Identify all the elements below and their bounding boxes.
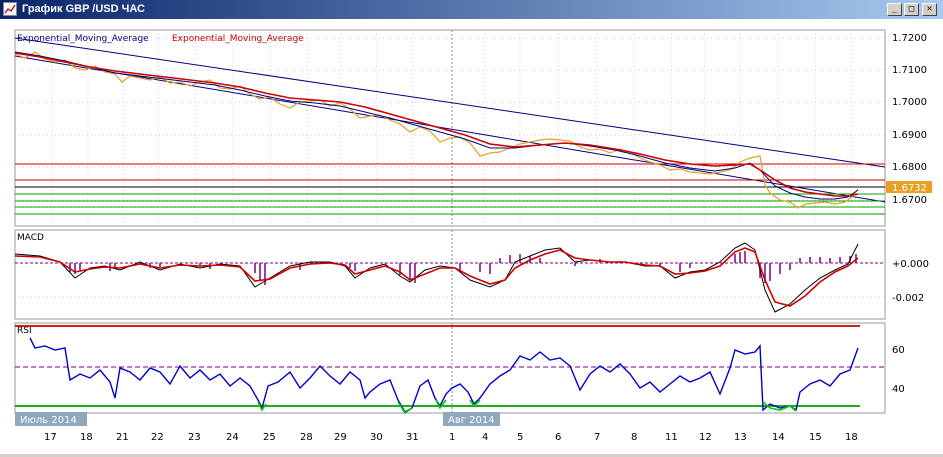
channel-upper-line[interactable] xyxy=(14,37,886,168)
x-tick-17: 8 xyxy=(631,432,637,443)
rsi-oversold-segments xyxy=(257,399,797,415)
macd-panel-frame xyxy=(14,229,886,320)
channel-lower-line[interactable] xyxy=(14,55,886,203)
x-tick-1: 17 xyxy=(44,432,57,443)
month-badge-july xyxy=(15,412,87,426)
x-tick-10: 30 xyxy=(370,432,383,443)
window-title: График GBP /USD ЧАС xyxy=(22,3,145,15)
x-tick-7: 25 xyxy=(263,432,276,443)
x-tick-21: 14 xyxy=(772,432,785,443)
x-tick-11: 31 xyxy=(406,432,419,443)
x-tick-15: 6 xyxy=(555,432,561,443)
x-tick-8: 28 xyxy=(300,432,313,443)
x-tick-2: 18 xyxy=(80,432,93,443)
macd-panel[interactable]: MACD +0.000 -0.002 xyxy=(14,229,929,320)
x-tick-9: 29 xyxy=(334,432,347,443)
x-tick-12: 1 xyxy=(449,432,455,443)
macd-axis: +0.000 -0.002 xyxy=(892,259,929,304)
macd-label: MACD xyxy=(17,233,44,243)
price-tick-6: 1.6700 xyxy=(892,195,927,206)
close-button[interactable]: ✕ xyxy=(922,3,937,16)
x-tick-23: 18 xyxy=(845,432,858,443)
legend-ema-slow: Exponential_Moving_Average xyxy=(172,34,304,44)
chart-canvas[interactable]: Exponential_Moving_Average Exponential_M… xyxy=(0,19,943,454)
price-panel[interactable]: Exponential_Moving_Average Exponential_M… xyxy=(14,29,932,227)
rsi-label: RSI xyxy=(17,326,32,336)
legend-ema-fast: Exponential_Moving_Average xyxy=(17,34,149,44)
title-bar: График GBP /USD ЧАС _ □ ✕ xyxy=(0,0,943,19)
price-tick-2: 1.7100 xyxy=(892,65,927,76)
price-tick-1: 1.7200 xyxy=(892,33,927,44)
rsi-line[interactable] xyxy=(29,337,859,413)
price-tick-3: 1.7000 xyxy=(892,97,927,108)
x-tick-20: 13 xyxy=(734,432,747,443)
x-tick-6: 24 xyxy=(226,432,239,443)
current-price-label: 1.6732 xyxy=(892,183,927,194)
chart-area[interactable]: Exponential_Moving_Average Exponential_M… xyxy=(0,19,943,454)
x-tick-22: 15 xyxy=(809,432,822,443)
price-tick-5: 1.6800 xyxy=(892,162,927,173)
minimize-button[interactable]: _ xyxy=(887,3,902,16)
month-label-july: Июль 2014 xyxy=(20,415,77,426)
rsi-panel[interactable]: RSI 60 40 xyxy=(14,322,905,415)
price-tick-4: 1.6900 xyxy=(892,130,927,141)
x-tick-13: 4 xyxy=(482,432,488,443)
x-tick-5: 23 xyxy=(188,432,201,443)
rsi-axis: 60 40 xyxy=(892,345,905,395)
month-badge-aug xyxy=(443,412,500,426)
x-tick-4: 22 xyxy=(151,432,164,443)
rsi-tick-2: 40 xyxy=(892,384,905,395)
macd-main-line[interactable] xyxy=(14,247,859,307)
time-axis: Июль 2014 Авг 2014 17 18 21 22 23 24 25 … xyxy=(15,412,858,443)
month-label-aug: Авг 2014 xyxy=(448,415,495,426)
x-tick-16: 7 xyxy=(594,432,600,443)
price-axis: 1.7200 1.7100 1.7000 1.6900 1.6800 1.670… xyxy=(892,33,927,206)
x-tick-3: 21 xyxy=(116,432,129,443)
price-series[interactable] xyxy=(14,51,859,209)
rsi-panel-frame xyxy=(14,322,886,414)
current-price-tag xyxy=(886,181,932,193)
x-tick-18: 11 xyxy=(665,432,678,443)
price-panel-frame xyxy=(14,29,886,227)
ema-fast-line[interactable] xyxy=(14,51,859,200)
macd-signal-line[interactable] xyxy=(14,242,859,313)
x-tick-19: 12 xyxy=(699,432,712,443)
macd-tick-1: +0.000 xyxy=(892,259,929,270)
chart-app-icon xyxy=(3,2,17,16)
rsi-tick-1: 60 xyxy=(892,345,905,356)
price-gridlines xyxy=(15,30,885,226)
ema-slow-line[interactable] xyxy=(14,52,859,197)
macd-tick-2: -0.002 xyxy=(892,293,924,304)
maximize-button[interactable]: □ xyxy=(904,3,919,16)
x-tick-14: 5 xyxy=(517,432,523,443)
